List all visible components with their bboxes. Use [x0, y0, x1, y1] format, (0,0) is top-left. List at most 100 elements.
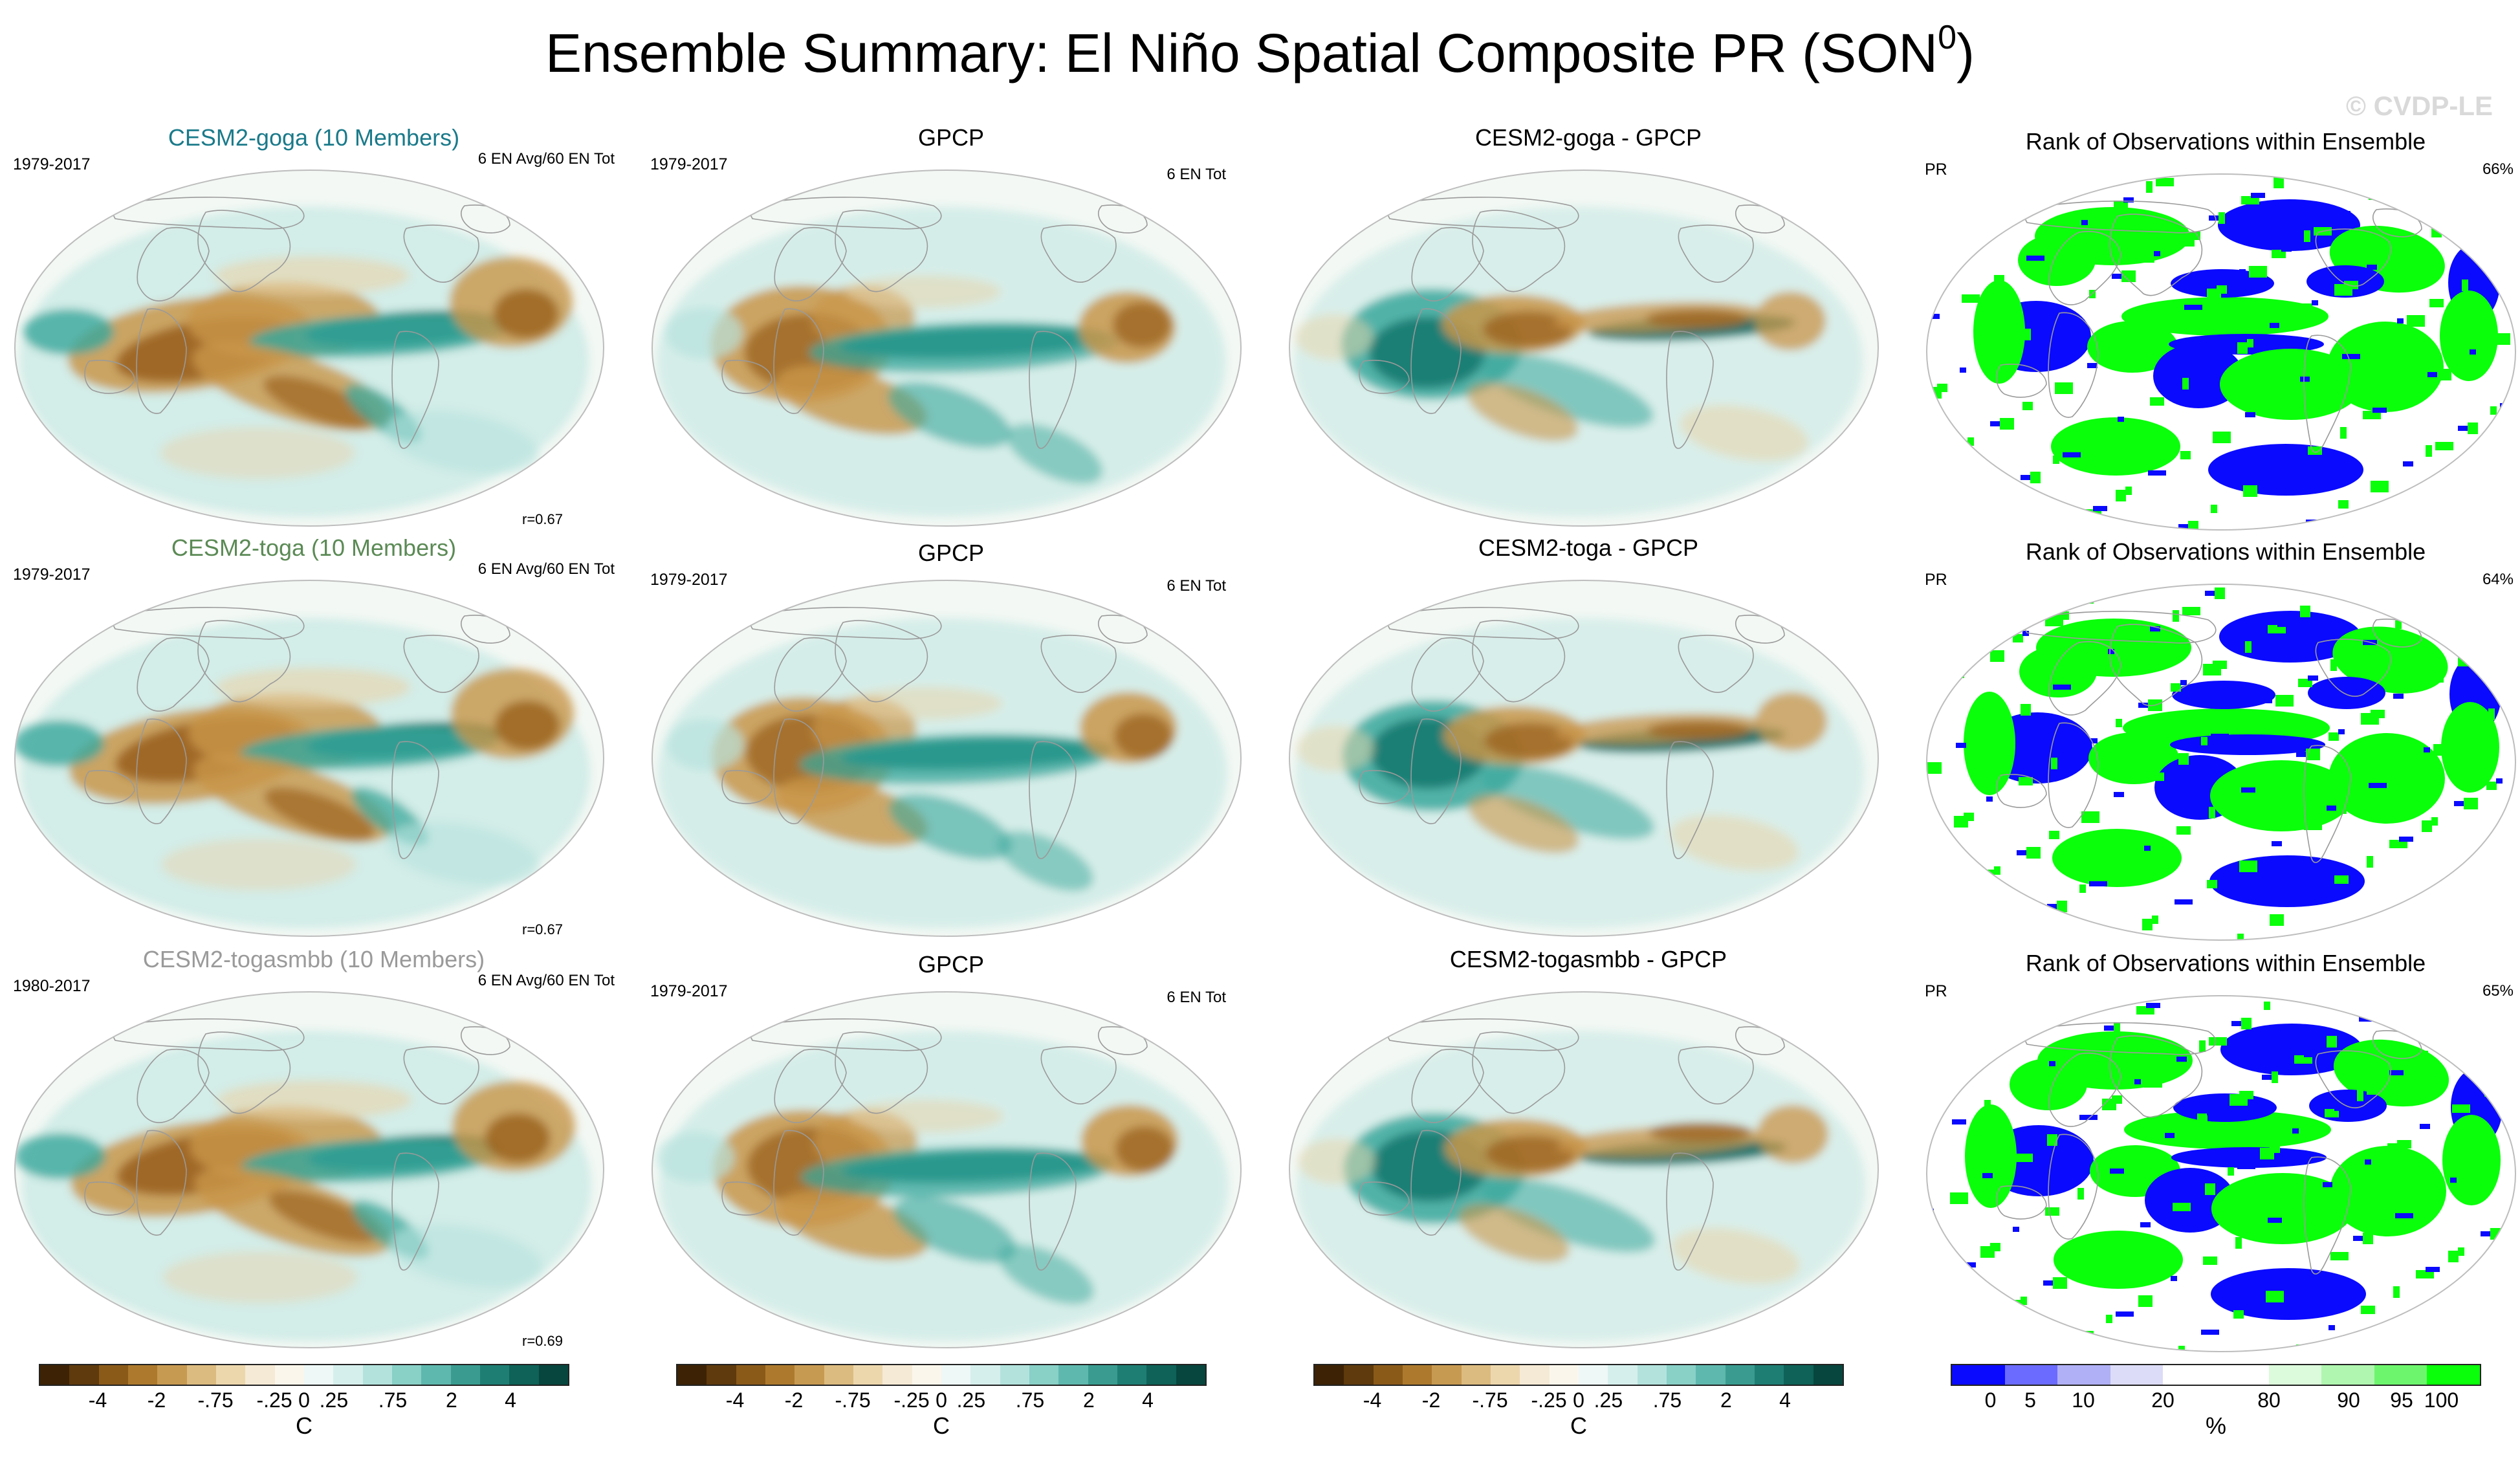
rank-speckle: [2022, 631, 2029, 636]
coastline: [84, 360, 135, 394]
rank-high-region: [2052, 829, 2182, 887]
rank-speckle: [2148, 470, 2166, 476]
rank-speckle: [2298, 679, 2312, 687]
rank-speckle: [2249, 266, 2267, 278]
coastline: [1996, 1185, 2047, 1220]
rank-speckle: [2188, 521, 2198, 530]
rank-speckle: [2114, 201, 2128, 209]
dry-anomaly-region: [495, 701, 560, 750]
rank-speckle: [2365, 929, 2375, 938]
rank-speckle: [1964, 813, 1974, 821]
rank-speckle: [2300, 606, 2310, 617]
rank-speckle: [2167, 1060, 2181, 1068]
rank-speckle: [2395, 391, 2405, 403]
rank-speckle: [2513, 1212, 2515, 1220]
coastline: [1996, 364, 2047, 398]
colorbar-tick-label: -2: [1421, 1388, 1441, 1412]
panel-title: Rank of Observations within Ensemble: [2025, 538, 2426, 565]
rank-speckle: [2121, 270, 2136, 282]
colorbar-tick-label: 90: [2337, 1388, 2360, 1412]
rank-speckle: [1988, 723, 2006, 732]
dry-anomaly-region: [776, 777, 928, 846]
rank-speckle: [2243, 485, 2257, 497]
rank-speckle: [2235, 1237, 2242, 1249]
rank-speckle: [2178, 753, 2189, 765]
coastline: [391, 1152, 439, 1271]
map-diff: [1286, 167, 1881, 529]
rank-speckle: [2422, 1051, 2428, 1059]
rank-speckle: [2454, 1031, 2468, 1043]
rank-speckle: [2328, 732, 2339, 741]
rank-speckle: [2458, 1247, 2464, 1256]
dry-anomaly-region: [1671, 1228, 1800, 1284]
rank-speckle: [2201, 1330, 2219, 1335]
colorbar-swatch: [1578, 1365, 1608, 1385]
rank-speckle: [2215, 358, 2229, 364]
rank-speckle: [2460, 353, 2470, 361]
rank-speckle: [1990, 1243, 2000, 1251]
rank-speckle: [1988, 1316, 2002, 1321]
rank-speckle: [2327, 1036, 2337, 1048]
coastline: [1359, 360, 1410, 394]
rank-speckle: [2427, 601, 2442, 613]
rank-speckle: [2231, 1021, 2246, 1026]
colorbar-swatch: [421, 1365, 451, 1385]
rank-speckle: [1931, 241, 1938, 249]
colorbar-swatch: [245, 1365, 275, 1385]
rank-speckle: [2144, 1076, 2162, 1088]
rank-speckle: [2268, 1218, 2282, 1223]
rank-speckle: [1952, 889, 1970, 897]
coastline: [835, 1031, 928, 1114]
panel-title: Rank of Observations within Ensemble: [2025, 950, 2426, 976]
rank-speckle: [2021, 475, 2035, 480]
dry-anomaly-region: [1298, 1139, 1375, 1184]
coastline: [2019, 201, 2217, 234]
rank-speckle: [2057, 309, 2071, 314]
map-border: [652, 991, 1242, 1348]
coastline: [835, 620, 928, 703]
rank-speckle: [1929, 905, 1936, 917]
wet-anomaly-region: [239, 725, 498, 770]
colorbar-swatch: [2215, 1365, 2269, 1385]
colorbar-unit: C: [1570, 1412, 1587, 1439]
rank-speckle: [2173, 610, 2179, 622]
wet-anomaly-region: [888, 382, 1011, 448]
rank-low-region: [2170, 734, 2325, 755]
rank-speckle: [2429, 299, 2444, 307]
colorbar-swatch: [1000, 1365, 1029, 1385]
rank-speckle: [2110, 1168, 2124, 1174]
rank-speckle: [2233, 1310, 2244, 1319]
rank-speckle: [2464, 798, 2478, 809]
rank-speckle: [2490, 406, 2497, 415]
rank-speckle: [2344, 281, 2358, 289]
panel-percent: 66%: [2482, 160, 2514, 178]
rank-speckle: [2175, 899, 2193, 905]
rank-speckle: [2176, 1057, 2187, 1062]
rank-speckle: [1927, 174, 1930, 176]
panel-title: GPCP: [917, 124, 985, 151]
colorbar-swatch: [1117, 1365, 1147, 1385]
coastline: [1411, 637, 1484, 712]
coastline: [197, 1031, 291, 1114]
panel-title: CESM2-toga - GPCP: [1478, 534, 1699, 561]
rank-speckle: [2431, 817, 2438, 826]
wet-anomaly-region: [657, 1132, 734, 1183]
rank-speckle: [2266, 1291, 2284, 1302]
figure-title-superscript: 0: [1938, 19, 1957, 56]
rank-speckle: [2245, 412, 2255, 417]
rank-speckle: [2323, 1182, 2341, 1187]
rank-speckle: [2334, 875, 2349, 884]
map-diff: [1286, 577, 1881, 939]
rank-speckle: [2049, 1061, 2055, 1066]
rank-speckle: [2110, 938, 2128, 940]
rank-high-region: [1964, 692, 2015, 795]
rank-speckle: [2460, 1174, 2478, 1186]
dry-anomaly-region: [216, 668, 410, 707]
colorbar-tick-label: -2: [784, 1388, 804, 1412]
colorbar-swatch: [98, 1365, 128, 1385]
rank-speckle: [2300, 377, 2314, 382]
rank-speckle: [2486, 1012, 2493, 1017]
panel-rank-row1: Rank of Observations within Ensemble PR …: [1912, 128, 2520, 542]
rank-speckle: [2371, 710, 2385, 718]
colorbar-swatch: [1344, 1365, 1374, 1385]
